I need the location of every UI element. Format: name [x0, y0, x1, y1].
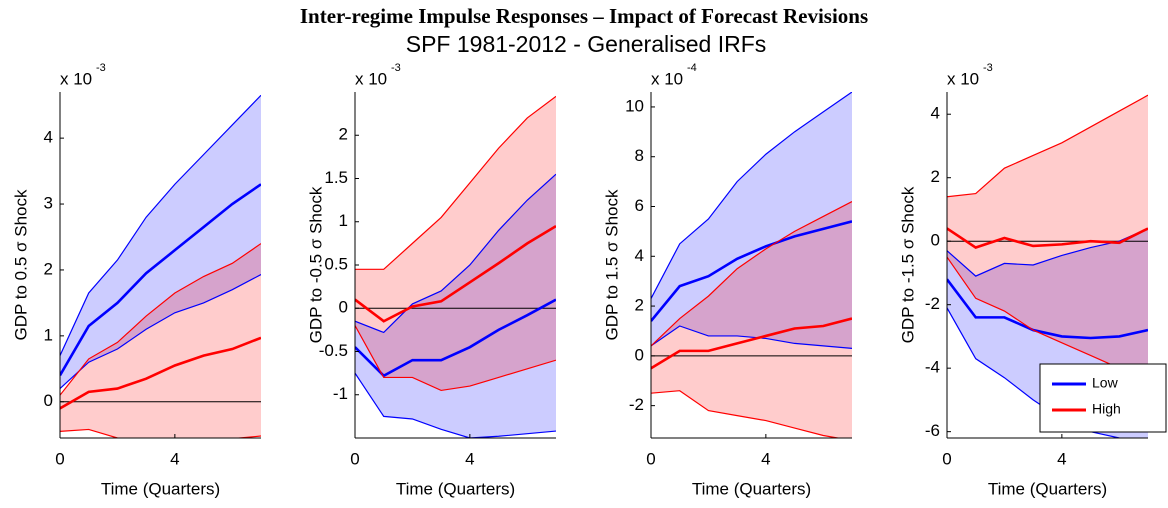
y-axis-label: GDP to -0.5 σ Shock — [306, 186, 325, 343]
legend-label: Low — [1092, 375, 1119, 391]
x-tick-label: 4 — [761, 449, 770, 468]
band-bound — [947, 94, 1148, 198]
confidence-band — [651, 201, 852, 438]
median-line — [355, 224, 556, 323]
x-tick-label: 0 — [350, 449, 359, 468]
y-tick-label: 0 — [931, 231, 940, 250]
y-tick-label: 2 — [931, 167, 940, 186]
band-bound — [651, 92, 852, 299]
y-tick-label: 8 — [635, 146, 644, 165]
confidence-band — [651, 92, 852, 349]
y-tick-label: 1 — [339, 211, 348, 230]
y-tick-label: 3 — [44, 194, 53, 213]
median-line — [60, 183, 261, 377]
x-axis-label: Time (Quarters) — [692, 479, 811, 498]
median-line — [947, 227, 1148, 249]
x-axis-label: Time (Quarters) — [988, 479, 1107, 498]
plot-area — [651, 92, 852, 438]
band-bound — [60, 243, 261, 396]
y-tick-label: 6 — [635, 196, 644, 215]
y-tick-label: -6 — [925, 421, 940, 440]
confidence-band — [355, 96, 556, 391]
y-tick-label: 2 — [44, 259, 53, 278]
median-line — [651, 317, 852, 370]
y-tick-label: -1 — [333, 384, 348, 403]
x-tick-label: 0 — [646, 449, 655, 468]
figure-subtitle: SPF 1981-2012 - Generalised IRFs — [406, 31, 767, 57]
y-tick-label: 4 — [44, 128, 53, 147]
band-bound — [60, 274, 261, 390]
y-tick-label: 2 — [635, 296, 644, 315]
scale-exponent: -3 — [983, 62, 993, 74]
y-tick-label: 4 — [635, 246, 644, 265]
scale-label: x 10 — [947, 69, 979, 88]
y-tick-label: 10 — [625, 96, 644, 115]
scale-exponent: -4 — [687, 62, 697, 74]
x-tick-label: 4 — [1057, 449, 1066, 468]
band-bound — [355, 325, 556, 392]
confidence-band — [355, 174, 556, 438]
x-tick-label: 4 — [170, 449, 179, 468]
x-tick-label: 0 — [55, 449, 64, 468]
band-bound — [355, 372, 556, 438]
plot-area — [355, 95, 556, 438]
band-bound — [60, 428, 261, 438]
confidence-band — [60, 95, 261, 389]
median-line — [651, 220, 852, 322]
band-bound — [651, 200, 852, 347]
plot-area — [60, 94, 261, 438]
y-tick-label: 0 — [339, 298, 348, 317]
scale-exponent: -3 — [96, 62, 106, 74]
band-bound — [60, 94, 261, 356]
x-axis-label: Time (Quarters) — [101, 479, 220, 498]
band-bound — [651, 325, 852, 349]
legend-label: High — [1092, 401, 1121, 417]
y-axis-label: GDP to 1.5 σ Shock — [602, 189, 621, 340]
scale-exponent: -3 — [391, 62, 401, 74]
y-tick-label: -2 — [925, 294, 940, 313]
x-axis-label: Time (Quarters) — [396, 479, 515, 498]
median-line — [947, 278, 1148, 340]
y-axis-label: GDP to 0.5 σ Shock — [11, 189, 30, 340]
y-axis-label: GDP to -1.5 σ Shock — [898, 186, 917, 343]
y-tick-label: -4 — [925, 358, 940, 377]
confidence-band — [947, 95, 1148, 378]
y-tick-label: 0 — [44, 391, 53, 410]
x-tick-label: 4 — [465, 449, 474, 468]
legend-box — [1039, 363, 1167, 433]
y-tick-label: 4 — [931, 104, 940, 123]
band-bound — [355, 173, 556, 334]
band-bound — [355, 95, 556, 270]
figure-title: Inter-regime Impulse Responses – Impact … — [300, 4, 868, 28]
y-tick-label: -0.5 — [319, 341, 348, 360]
y-tick-label: 1 — [44, 325, 53, 344]
y-tick-label: 0.5 — [324, 254, 348, 273]
band-bound — [651, 390, 842, 438]
scale-label: x 10 — [651, 69, 683, 88]
median-line — [355, 298, 556, 378]
median-line — [60, 336, 261, 410]
y-tick-label: 0 — [635, 345, 644, 364]
scale-label: x 10 — [60, 69, 92, 88]
scale-label: x 10 — [355, 69, 387, 88]
x-tick-label: 0 — [942, 449, 951, 468]
y-tick-label: -2 — [629, 395, 644, 414]
y-tick-label: 2 — [339, 125, 348, 144]
y-tick-label: 1.5 — [324, 168, 348, 187]
